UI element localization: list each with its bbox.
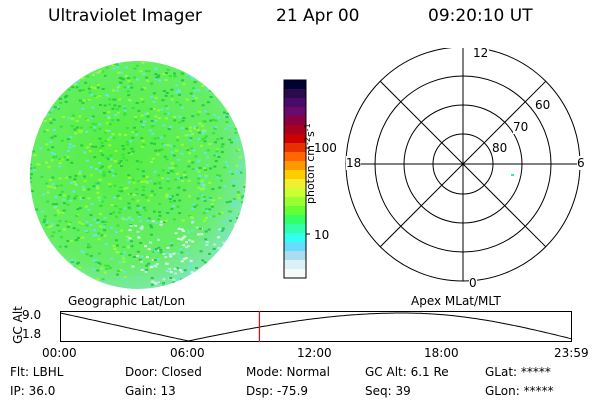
polar-data-speck [511, 174, 514, 176]
timeline-left-title: Geographic Lat/Lon [68, 294, 186, 308]
timeline-xtick-2: 12:00 [297, 346, 332, 360]
mlt-label-12: 12 [472, 46, 490, 60]
info-door: Door: Closed [125, 365, 202, 379]
colorbar-band [284, 179, 306, 189]
colorbar-band [284, 197, 306, 207]
colorbar-band [284, 260, 306, 270]
info-gc-alt: GC Alt: 6.1 Re [365, 365, 449, 379]
mlt-label-18: 18 [346, 156, 362, 170]
timeline-right-title: Apex MLat/MLT [411, 294, 501, 308]
colorbar-band [284, 224, 306, 234]
polar-diagonal-2 [379, 80, 547, 248]
auroral-image-disk [30, 61, 246, 289]
info-mode: Mode: Normal [246, 365, 330, 379]
colorbar-gradient [284, 80, 306, 279]
info-seq: Seq: 39 [365, 384, 411, 398]
timeline-xtick-0: 00:00 [42, 346, 77, 360]
polar-grid [345, 48, 581, 282]
mlt-label-6: 6 [577, 156, 585, 170]
lat-label-70: 70 [513, 120, 529, 134]
info-dsp: Dsp: -75.9 [246, 384, 309, 398]
mlt-label-0: 0 [469, 276, 477, 290]
colorbar-band [284, 152, 306, 162]
info-glat: GLat: ***** [485, 365, 551, 379]
timeline-xtick-3: 18:00 [424, 346, 459, 360]
colorbar-tick-label-100: 100 [314, 141, 337, 155]
timeline-plot [60, 311, 572, 342]
instrument-title: Ultraviolet Imager [48, 6, 202, 26]
lat-label-60: 60 [535, 98, 551, 112]
info-glon: GLon: ***** [485, 384, 554, 398]
colorbar-band [284, 170, 306, 180]
colorbar-band [284, 251, 306, 261]
altitude-curve [60, 312, 572, 342]
lat-label-80: 80 [492, 141, 508, 155]
colorbar-band [284, 233, 306, 243]
colorbar-band [284, 80, 306, 90]
timeline-xtick-4: 23:59 [554, 346, 589, 360]
info-filter: Flt: LBHL [10, 365, 64, 379]
timeline-ytick-low: 1.8 [22, 327, 42, 341]
colorbar-frame [283, 79, 307, 279]
colorbar-band [284, 188, 306, 198]
timeline-frame [60, 311, 572, 342]
colorbar-band [284, 89, 306, 99]
colorbar-band [284, 116, 306, 126]
colorbar-band [284, 107, 306, 117]
colorbar-unit-label: photon cm-2s-1 [303, 123, 317, 204]
colorbar: photon cm-2s-1 [283, 79, 317, 279]
time-label: 09:20:10 UT [428, 6, 533, 26]
info-gain: Gain: 13 [125, 384, 176, 398]
disk-base [30, 61, 246, 289]
colorbar-band [284, 269, 306, 279]
colorbar-band [284, 143, 306, 153]
colorbar-tick-label-10: 10 [314, 228, 330, 242]
date-label: 21 Apr 00 [276, 6, 360, 26]
colorbar-band [284, 242, 306, 252]
timeline-xtick-1: 06:00 [170, 346, 205, 360]
colorbar-band [284, 125, 306, 135]
colorbar-band [284, 98, 306, 108]
colorbar-band [284, 215, 306, 225]
colorbar-band [284, 134, 306, 144]
timeline-ytick-high: 9.0 [22, 308, 42, 322]
colorbar-band [284, 161, 306, 171]
info-ip: IP: 36.0 [10, 384, 56, 398]
colorbar-band [284, 206, 306, 216]
